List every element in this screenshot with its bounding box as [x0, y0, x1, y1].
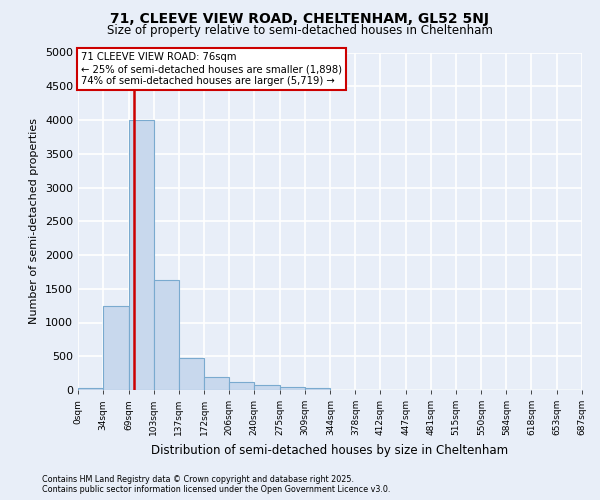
Text: 71, CLEEVE VIEW ROAD, CHELTENHAM, GL52 5NJ: 71, CLEEVE VIEW ROAD, CHELTENHAM, GL52 5… [110, 12, 490, 26]
Bar [154, 280, 179, 390]
Text: 71 CLEEVE VIEW ROAD: 76sqm
← 25% of semi-detached houses are smaller (1,898)
74%: 71 CLEEVE VIEW ROAD: 76sqm ← 25% of semi… [81, 52, 342, 86]
Bar [204, 376, 229, 390]
Text: Contains HM Land Registry data © Crown copyright and database right 2025.
Contai: Contains HM Land Registry data © Crown c… [42, 474, 391, 494]
Bar [305, 388, 331, 390]
Bar [78, 388, 103, 390]
Bar [229, 382, 254, 390]
Text: Size of property relative to semi-detached houses in Cheltenham: Size of property relative to semi-detach… [107, 24, 493, 37]
Bar [128, 120, 154, 390]
Y-axis label: Number of semi-detached properties: Number of semi-detached properties [29, 118, 40, 324]
Bar [280, 388, 305, 390]
Bar [179, 358, 204, 390]
Bar [254, 385, 280, 390]
Bar [103, 306, 128, 390]
X-axis label: Distribution of semi-detached houses by size in Cheltenham: Distribution of semi-detached houses by … [151, 444, 509, 456]
